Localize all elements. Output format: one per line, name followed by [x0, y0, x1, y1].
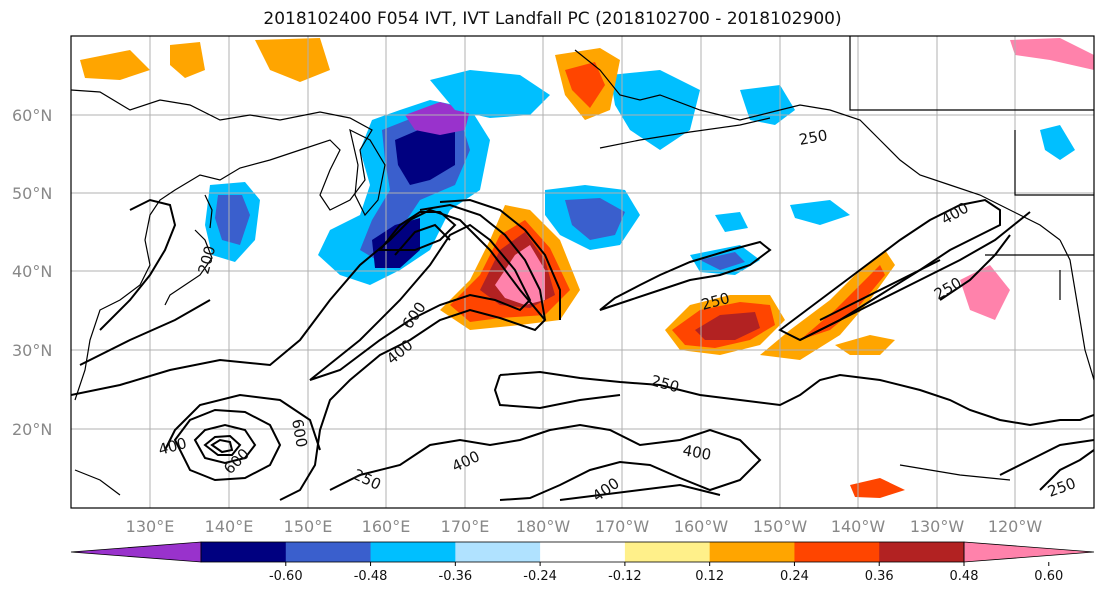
colorbar-tick-label: -0.12	[608, 569, 642, 584]
coastlines	[71, 36, 1094, 496]
colorbar-tick-label: -0.24	[523, 569, 557, 584]
colorbar: -0.60 -0.48 -0.36 -0.24 -0.12 0.12 0.24 0.36 0.4…	[70, 541, 1095, 584]
lon-label: 160°W	[674, 517, 729, 536]
lat-label: 40°N	[12, 262, 52, 281]
map-frame	[70, 35, 1095, 509]
lat-label: 60°N	[12, 106, 52, 125]
lon-label: 160°E	[362, 517, 411, 536]
longitude-labels: 130°E 140°E 150°E 160°E 170°E 180°W 170°…	[126, 517, 1043, 536]
lon-label: 170°W	[595, 517, 650, 536]
colorbar-tick-label: 0.36	[865, 569, 894, 584]
latitude-labels: 60°N 50°N 40°N 30°N 20°N	[12, 106, 52, 439]
colorbar-swatch	[540, 542, 626, 562]
lon-label: 140°E	[205, 517, 254, 536]
colorbar-swatch	[624, 542, 711, 562]
colorbar-swatch	[285, 542, 372, 562]
colorbar-swatch	[794, 542, 880, 562]
lon-label: 150°E	[284, 517, 333, 536]
colorbar-extend-high	[963, 541, 1095, 563]
colorbar-tick-label: 0.24	[780, 569, 809, 584]
colorbar-tick-label: 0.60	[1034, 569, 1063, 584]
negative-anomaly-japan	[205, 182, 260, 262]
positive-anomaly-east	[665, 295, 785, 355]
lon-label: 140°W	[831, 517, 886, 536]
lon-label: 170°E	[441, 517, 490, 536]
colorbar-swatch	[370, 542, 456, 562]
lat-label: 20°N	[12, 420, 52, 439]
negative-anomaly-central	[545, 185, 640, 250]
colorbar-swatch	[709, 542, 795, 562]
lon-label: 130°E	[126, 517, 175, 536]
contour-label: 400	[681, 441, 712, 464]
colorbar-frame	[200, 541, 965, 563]
colorbar-swatch	[201, 542, 287, 562]
lon-label: 150°W	[753, 517, 808, 536]
colorbar-tick-label: 0.48	[950, 569, 979, 584]
lon-label: 180°W	[516, 517, 571, 536]
ivt-contours	[71, 198, 1094, 501]
contour-label: 600	[288, 418, 311, 449]
lat-label: 30°N	[12, 341, 52, 360]
positive-anomaly-alaska	[80, 38, 1094, 498]
map-panel: 250 400 250 250 600 400 250 400 400 400 …	[71, 36, 1094, 508]
colorbar-tick-label: -0.36	[439, 569, 473, 584]
colorbar-tick-label: -0.60	[269, 569, 303, 584]
lon-label: 120°W	[988, 517, 1043, 536]
contour-label: 250	[798, 126, 829, 149]
colorbar-extend-low	[70, 541, 202, 563]
map-title: 2018102400 F054 IVT, IVT Landfall PC (20…	[263, 9, 842, 29]
lat-label: 50°N	[12, 184, 52, 203]
colorbar-tick-label: 0.12	[695, 569, 724, 584]
colorbar-tick-label: -0.48	[354, 569, 388, 584]
colorbar-swatch	[455, 542, 541, 562]
colorbar-swatch	[879, 542, 965, 562]
lon-label: 130°W	[910, 517, 965, 536]
